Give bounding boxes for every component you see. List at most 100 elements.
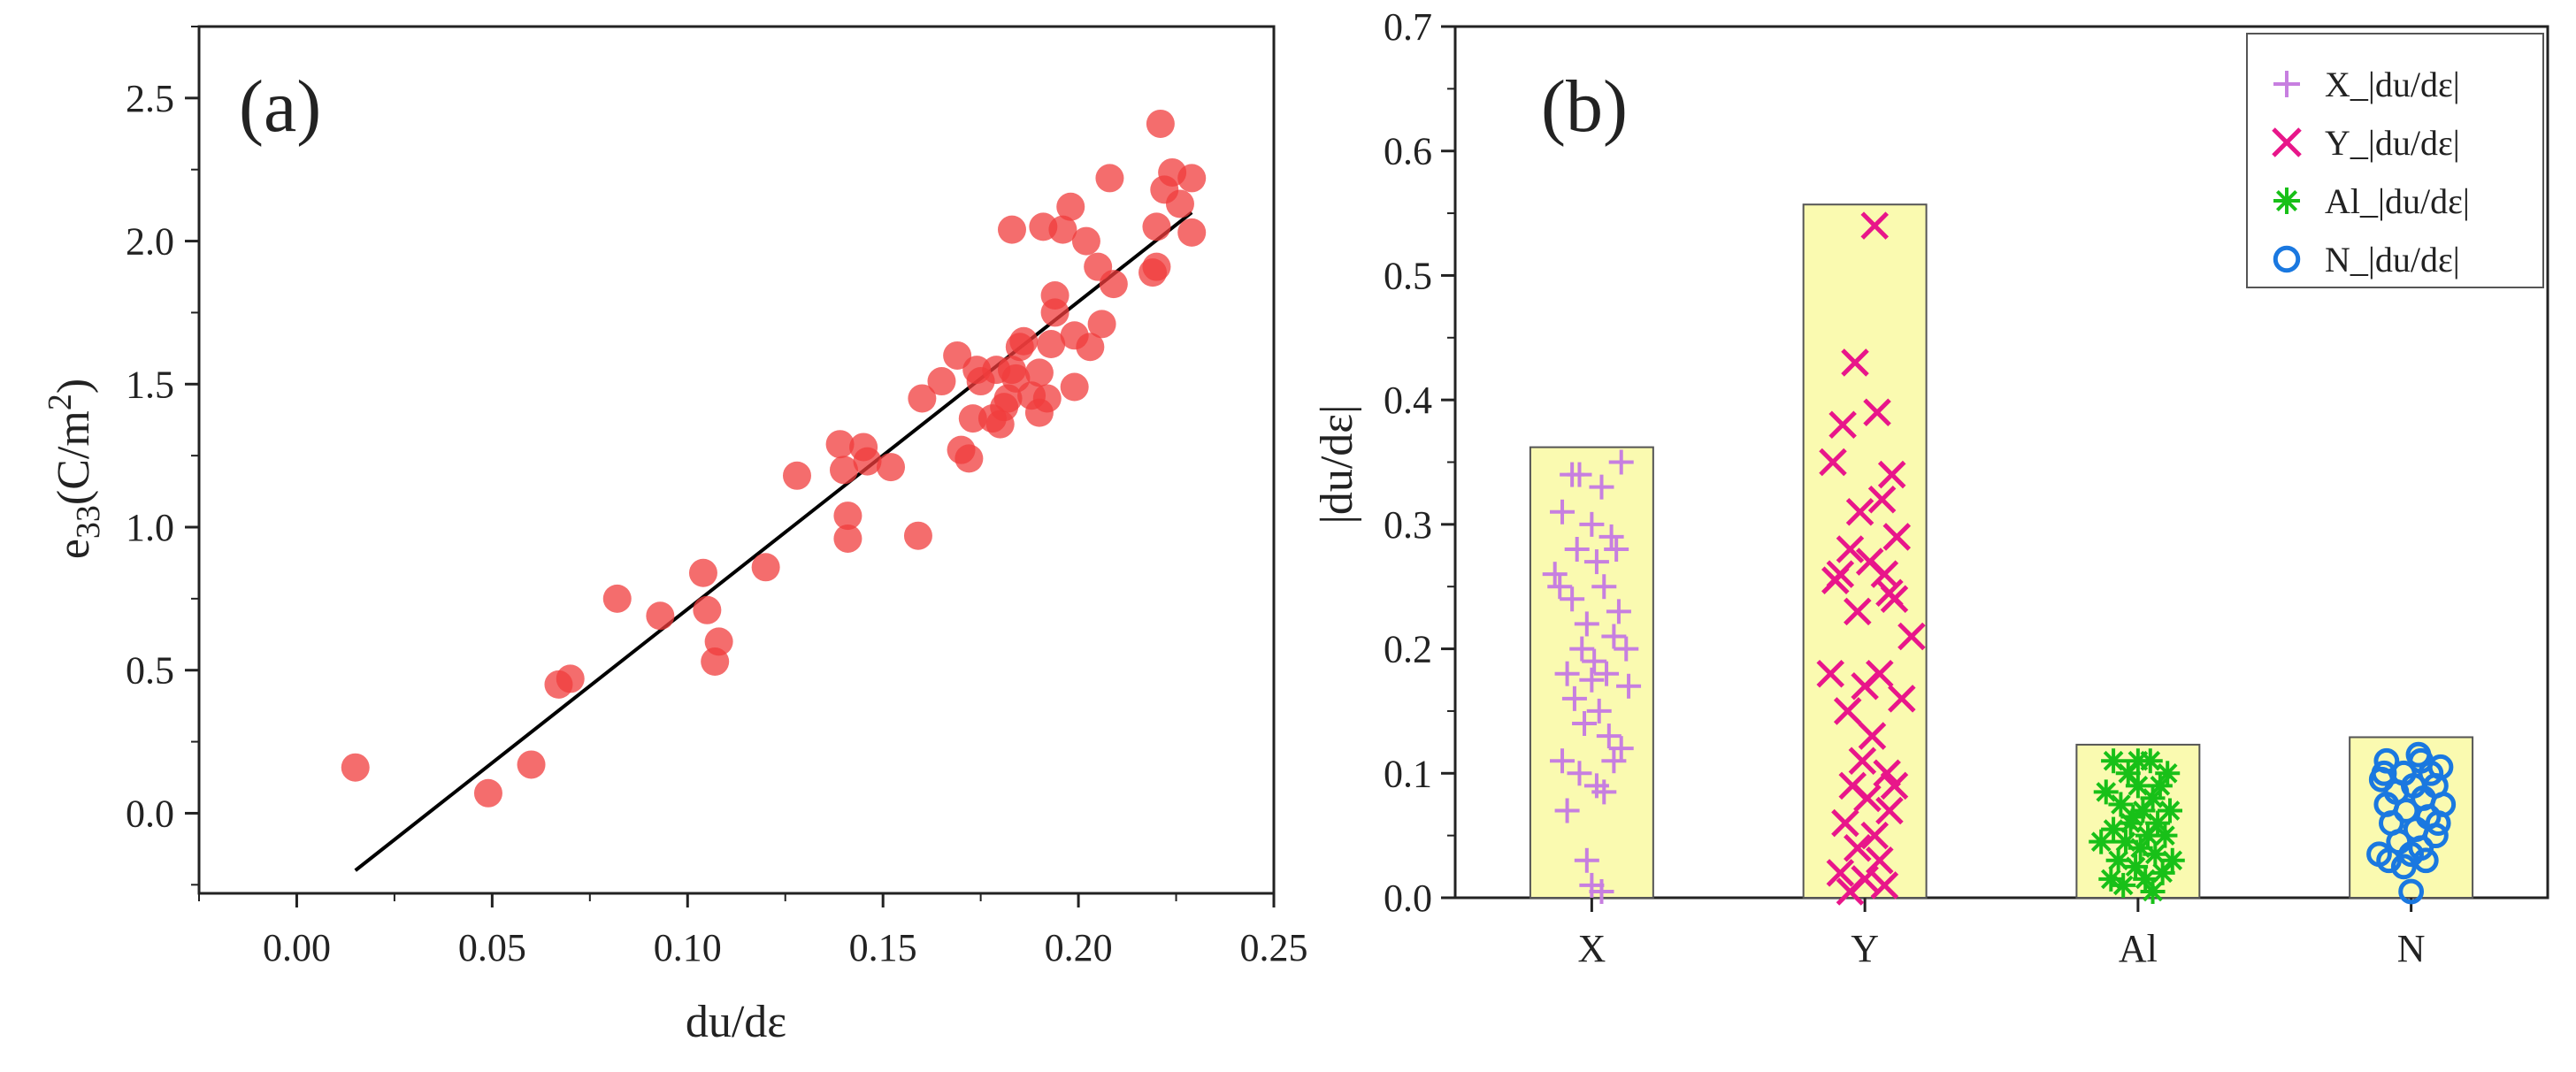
panel-b-y-axis-title: |du/dε| — [1312, 404, 1362, 524]
circle-ring — [2371, 760, 2397, 786]
marker-Y — [1877, 460, 1906, 489]
x-stroke-2 — [1870, 871, 1899, 900]
scatter-point — [1071, 226, 1100, 256]
scatter-point — [833, 502, 862, 531]
scatter-point — [1142, 252, 1171, 281]
y-tick-label: 0.5 — [1384, 254, 1432, 297]
circle-ring — [2273, 245, 2301, 273]
marker-X — [1591, 574, 1617, 600]
scatter-point — [646, 601, 675, 631]
marker-Y — [1816, 659, 1844, 688]
x-tick-label: 0.05 — [458, 926, 526, 969]
marker-Y — [1875, 578, 1904, 608]
marker-Y — [1836, 877, 1865, 906]
scatter-point — [517, 750, 546, 779]
marker-N — [2393, 798, 2419, 823]
marker-Y — [1882, 523, 1912, 551]
scatter-point — [943, 341, 972, 370]
scatter-point — [704, 627, 733, 656]
marker-Al — [2089, 829, 2114, 854]
y-tick-label: 1.0 — [126, 506, 174, 549]
x-stroke-2 — [1844, 597, 1872, 626]
x-stroke-2 — [1836, 877, 1865, 906]
marker-N — [2390, 854, 2417, 880]
marker-Y — [1851, 672, 1879, 701]
marker-Y — [1867, 485, 1897, 514]
scatter-point — [958, 404, 987, 433]
legend-label-Al: Al_|du/dε| — [2325, 181, 2470, 221]
marker-X — [1596, 724, 1622, 749]
marker-N — [2376, 847, 2403, 874]
panel-a-scatter-plot: 0.00 0.05 0.10 0.15 0.20 0.25 0.0 0.5 1.0 1.5 2.0 2… — [42, 25, 1308, 1047]
scatter-point — [1146, 109, 1175, 138]
y-tick-label: 2.0 — [126, 220, 174, 264]
asterisk-stroke — [2125, 856, 2146, 877]
scatter-point — [908, 384, 937, 413]
marker-Y — [1844, 597, 1872, 626]
panel-b-ticks: 0.0 0.1 0.2 0.3 0.4 0.5 0.6 0.7 X Y Al N — [1384, 5, 2426, 970]
marker-N — [2412, 847, 2439, 874]
marker-X — [1589, 878, 1614, 904]
x-tick-label: 0.00 — [263, 926, 331, 969]
x-tick-label: 0.10 — [654, 926, 722, 969]
legend-label-Y: Y_|du/dε| — [2325, 123, 2460, 163]
x-stroke-2 — [1826, 859, 1855, 887]
marker-X — [1598, 524, 1624, 549]
marker-X — [1582, 648, 1607, 674]
marker-X — [1554, 798, 1580, 823]
marker-X — [1591, 779, 1617, 805]
x-stroke-2 — [1845, 498, 1874, 526]
marker-X — [1606, 599, 1631, 624]
circle-ring — [2418, 760, 2444, 786]
scatter-point — [688, 558, 717, 587]
marker-X — [1574, 611, 1599, 637]
marker-Y — [1898, 622, 1926, 651]
marker-Y — [1828, 410, 1857, 440]
x-tick-label-Al: Al — [2119, 927, 2158, 970]
marker-X — [1550, 499, 1576, 525]
scatter-point — [927, 367, 956, 396]
x-stroke-2 — [1880, 771, 1909, 800]
y-tick-label: 0.3 — [1384, 503, 1432, 547]
legend-label-N: N_|du/dε| — [2325, 240, 2460, 279]
marker-N — [2398, 841, 2425, 868]
x-stroke-2 — [1888, 685, 1916, 713]
marker-Al — [2140, 785, 2166, 811]
legend-entries: X_|du/dε| Y_|du/dε| Al_|du/dε| N_|du/dε| — [2272, 65, 2470, 279]
asterisk-stroke — [2155, 825, 2175, 846]
y-title-superscript: 2 — [42, 394, 79, 410]
scatter-point — [1056, 192, 1085, 221]
circle-ring — [2405, 741, 2432, 768]
circle-ring — [2425, 810, 2451, 836]
marker-Al — [2159, 847, 2185, 873]
x-stroke-2 — [1866, 846, 1894, 875]
marker-Y — [1860, 821, 1890, 850]
marker-Al — [2123, 854, 2149, 879]
y-tick-label: 0.1 — [1384, 752, 1432, 795]
y-tick-label: 0.6 — [1384, 130, 1432, 173]
marker-X — [1579, 667, 1605, 693]
scatter-point — [1040, 298, 1070, 327]
marker-X — [1589, 474, 1614, 500]
y-title-e: e — [49, 539, 99, 559]
x-stroke-2 — [1828, 410, 1857, 440]
marker-Al — [2157, 798, 2182, 823]
marker-Y — [1831, 808, 1859, 838]
marker-X — [1583, 549, 1609, 575]
marker-Y — [1819, 448, 1847, 477]
marker-N — [2423, 823, 2449, 849]
x-stroke-2 — [1867, 485, 1897, 514]
scatter-point — [903, 521, 932, 550]
x-stroke-2 — [1858, 722, 1887, 750]
x-tick-label: 0.15 — [849, 926, 917, 969]
asterisk-stroke — [2162, 850, 2183, 871]
panel-a-y-axis-title: e33(C/m2) — [42, 379, 107, 559]
asterisk-stroke — [2147, 813, 2168, 833]
marker-Y — [1845, 498, 1874, 526]
x-stroke-2 — [1863, 398, 1891, 426]
y-tick-label: 1.5 — [126, 363, 174, 406]
circle-ring — [2412, 847, 2439, 874]
y-tick-label: 0.0 — [126, 792, 174, 835]
marker-Y — [1836, 535, 1865, 563]
